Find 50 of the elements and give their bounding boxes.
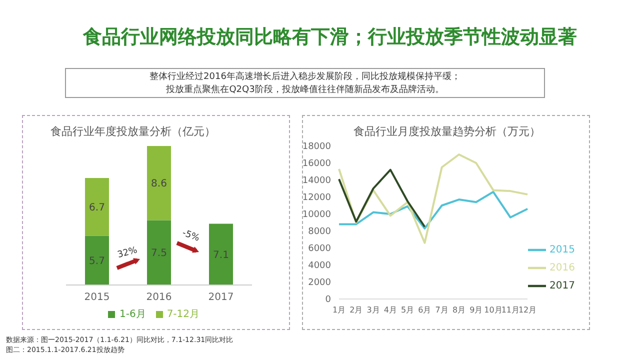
y-tick-label: 10000 (302, 210, 332, 220)
y-tick-label: 8000 (308, 227, 332, 238)
bar (209, 224, 233, 285)
x-tick-label: 2017 (208, 292, 234, 304)
y-tick-label: 0 (325, 295, 332, 306)
bar (85, 178, 109, 236)
x-tick-label: 9月 (470, 306, 483, 315)
y-tick-label: 18000 (302, 142, 332, 152)
x-tick-label: 10月 (484, 306, 502, 315)
line-series (338, 154, 529, 244)
data-label: 8.6 (151, 178, 167, 190)
x-tick-label: 5月 (401, 306, 414, 315)
text: 投放重点聚焦在Q2Q3阶段，投放峰值往往伴随新品发布及品牌活动。 (165, 84, 445, 97)
line-series (338, 190, 529, 230)
x-tick-label: 2016 (146, 292, 172, 304)
x-tick-label: 2月 (350, 306, 363, 315)
legend-label: 2017 (550, 280, 575, 292)
x-tick-label: 4月 (384, 306, 397, 315)
legend-label: 1-6月 (119, 309, 146, 320)
annotation: -5% (180, 228, 202, 244)
legend-label: 7-12月 (166, 309, 200, 320)
y-tick-label: 4000 (308, 261, 332, 272)
data-label: 5.7 (89, 256, 105, 267)
x-tick-label: 2015 (84, 292, 110, 304)
line-series (338, 168, 426, 228)
bar (147, 220, 171, 285)
x-tick-label: 6月 (418, 306, 432, 315)
text: 食品行业网络投放同比略有下滑；行业投放季节性波动显著 (82, 25, 578, 50)
x-tick-label: 1月 (332, 306, 346, 315)
y-tick-label: 12000 (302, 193, 332, 204)
x-tick-label: 8月 (452, 306, 466, 315)
annotation: 32% (116, 246, 139, 260)
x-tick-label: 11月 (501, 306, 520, 315)
x-tick-label: 3月 (366, 306, 380, 315)
legend-label: 2016 (550, 262, 575, 274)
data-label: 6.7 (89, 202, 105, 214)
legend-label: 2015 (550, 244, 575, 256)
y-tick-label: 14000 (302, 176, 332, 186)
data-label: 7.1 (213, 250, 229, 261)
bar (85, 236, 109, 285)
bar (147, 146, 171, 220)
x-tick-label: 7月 (435, 306, 448, 315)
y-tick-label: 16000 (302, 159, 332, 170)
y-tick-label: 6000 (308, 244, 332, 254)
x-tick-label: 12月 (518, 306, 537, 315)
data-label: 7.5 (151, 248, 167, 260)
text: 整体行业经过2016年高速增长后进入稳步发展阶段，同比投放规模保持平缓； (148, 71, 462, 84)
y-tick-label: 2000 (308, 278, 332, 288)
chart-title: 食品行业年度投放量分析（亿元） (50, 124, 216, 139)
chart-title: 食品行业月度投放量趋势分析（万元） (352, 124, 542, 139)
